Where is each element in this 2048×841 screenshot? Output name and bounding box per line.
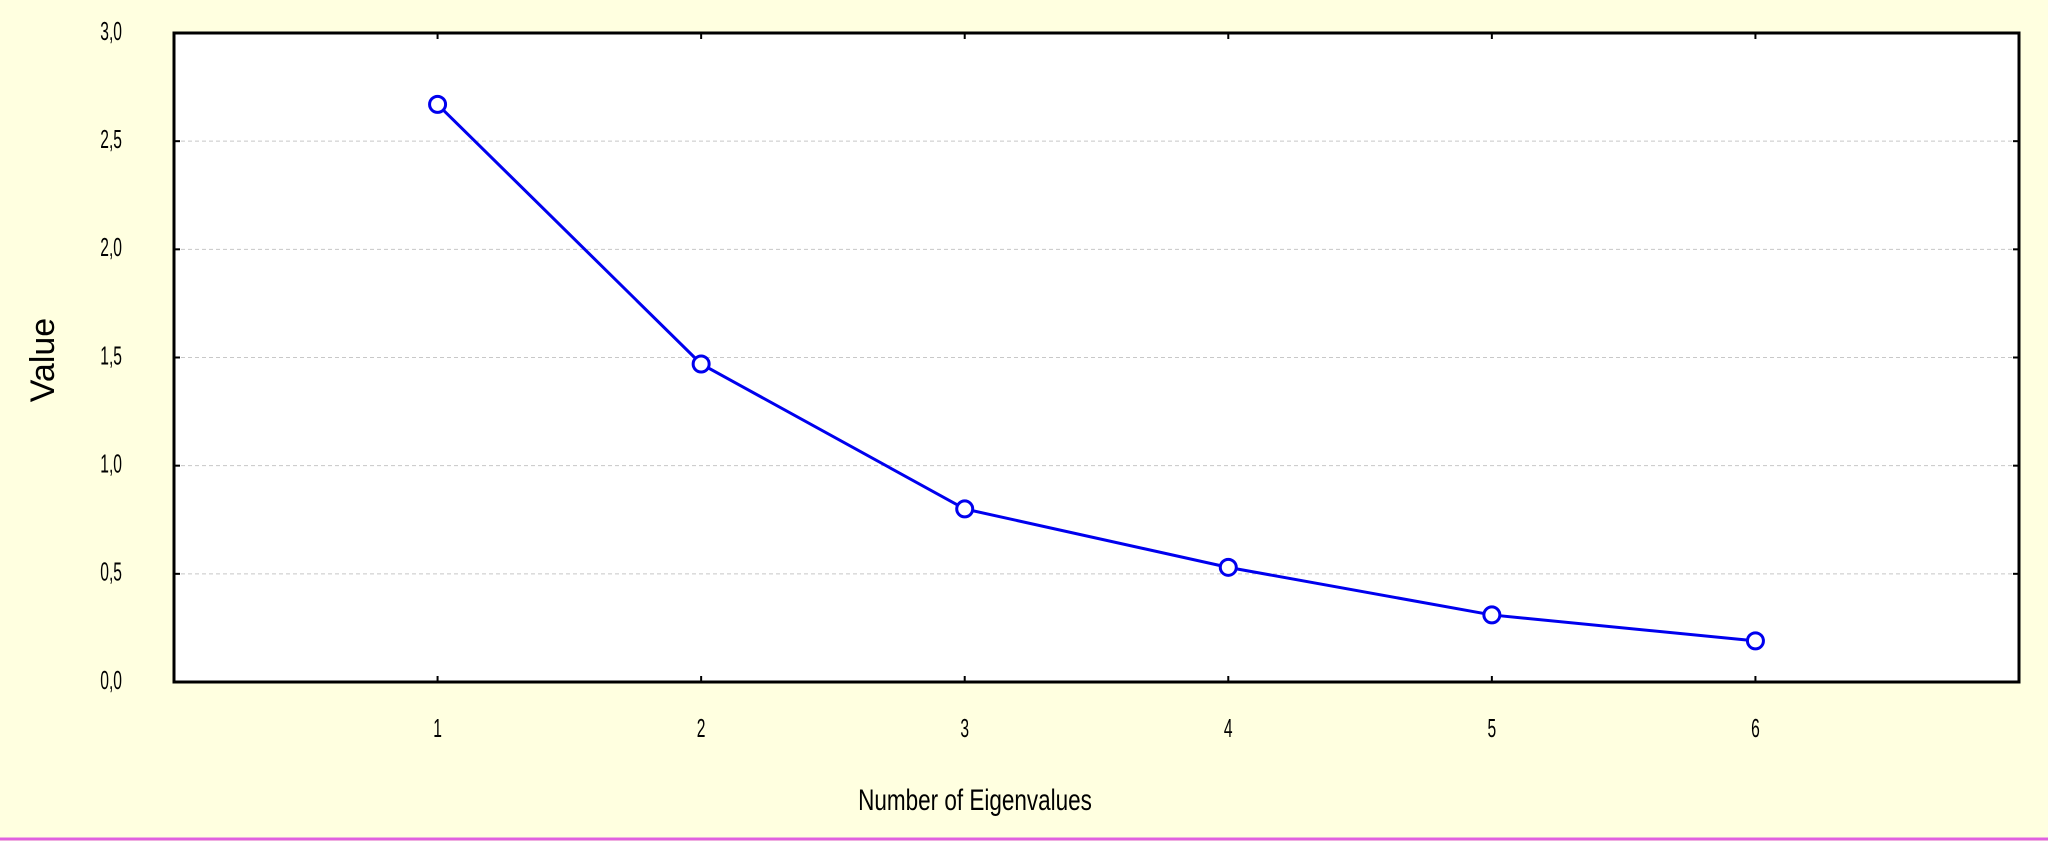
data-point [1218,557,1238,577]
data-point [1745,631,1765,651]
data-point [1482,605,1502,625]
y-tick-label: 1,0 [100,449,122,478]
x-tick-label: 3 [960,714,969,743]
x-tick-label: 1 [433,714,442,743]
y-tick-label: 2,0 [100,233,122,262]
y-axis-label: Value [24,318,62,402]
y-tick-label: 3,0 [100,17,122,46]
y-tick-label: 0,0 [100,666,122,695]
x-tick-label: 4 [1224,714,1233,743]
y-tick-label: 2,5 [100,125,122,154]
x-axis-label: Number of Eigenvalues [858,783,1092,817]
data-point [955,499,975,519]
x-tick-label: 2 [697,714,706,743]
plot-area [172,31,2021,684]
y-tick-label: 1,5 [100,341,122,370]
x-tick-label: 6 [1751,714,1760,743]
data-point [428,94,448,114]
x-tick-label: 5 [1488,714,1497,743]
data-line [436,103,1756,643]
y-tick-label: 0,5 [100,558,122,587]
data-point [691,354,711,374]
